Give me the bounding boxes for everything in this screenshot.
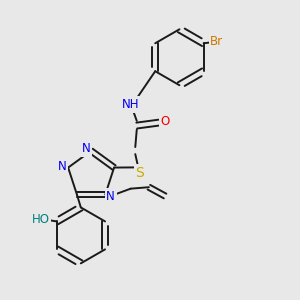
Text: HO: HO — [32, 212, 50, 226]
Text: NH: NH — [122, 98, 140, 111]
Text: S: S — [135, 166, 144, 180]
Text: N: N — [106, 190, 115, 202]
Text: N: N — [58, 160, 67, 173]
Text: Br: Br — [210, 35, 224, 48]
Text: N: N — [81, 142, 90, 155]
Text: O: O — [161, 115, 170, 128]
